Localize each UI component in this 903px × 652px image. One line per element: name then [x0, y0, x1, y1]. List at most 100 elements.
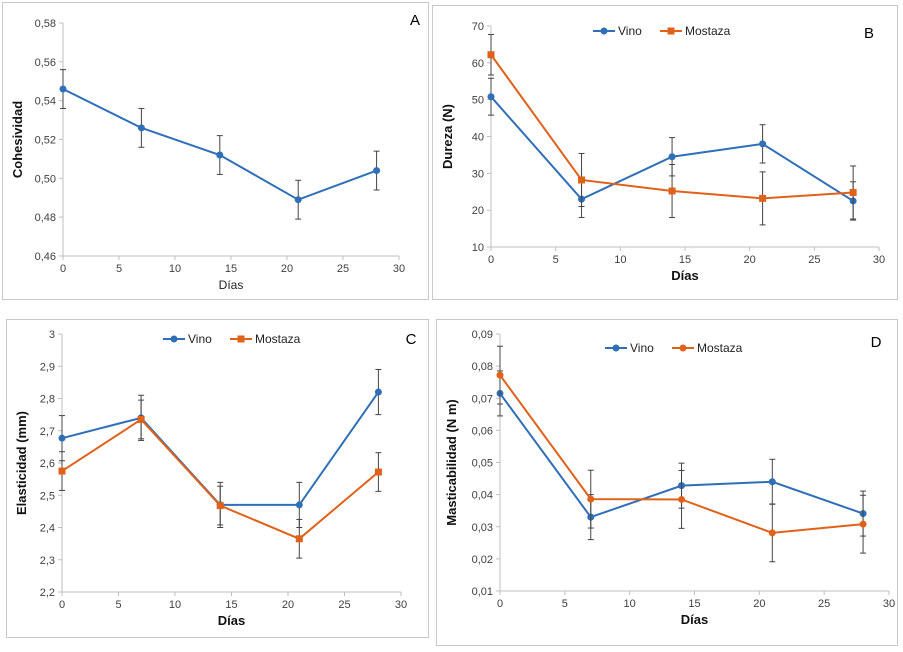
- x-tick-label: 10: [169, 599, 181, 611]
- data-point-mostaza: [768, 529, 776, 537]
- x-axis-title: Días: [218, 613, 245, 628]
- x-tick-label: 10: [624, 598, 636, 610]
- y-tick-label: 0,08: [472, 361, 493, 373]
- x-tick-label: 0: [497, 598, 503, 610]
- chart-panel-b: 10 20 30 40 50 60 70 0 5 10 15 20 25 30 Días Dureza (N)…: [432, 5, 898, 300]
- legend-marker: [600, 27, 608, 35]
- x-tick-label: 20: [282, 599, 294, 611]
- y-tick-label: 2,9: [40, 361, 55, 373]
- data-point-vino: [487, 93, 495, 101]
- legend-label: Mostaza: [697, 341, 743, 355]
- data-point-mostaza: [859, 520, 867, 528]
- x-tick-label: 30: [883, 598, 895, 610]
- x-tick-label: 25: [338, 599, 350, 611]
- legend-item-vino: Vino: [593, 24, 642, 38]
- legend-item-vino: Vino: [605, 341, 654, 355]
- x-tick-label: 5: [553, 254, 559, 266]
- data-point-series: [137, 124, 145, 132]
- chart-panel-c: 2,2 2,3 2,4 2,5 2,6 2,7 2,8 2,9 3 0 5 10 15 20 25 30 Día…: [6, 319, 429, 638]
- y-tick-label: 0,48: [35, 212, 56, 224]
- legend-marker: [612, 344, 620, 352]
- x-tick-label: 5: [115, 599, 121, 611]
- y-tick-label: 60: [472, 58, 484, 70]
- data-point-mostaza: [678, 495, 686, 503]
- x-tick-label: 30: [393, 263, 405, 275]
- x-tick-label: 25: [808, 254, 820, 266]
- y-tick-label: 0,50: [35, 173, 56, 185]
- x-axis-title: Días: [671, 268, 698, 283]
- y-tick-label: 0,52: [35, 135, 56, 147]
- y-axis-title: Elasticidad (mm): [14, 411, 29, 515]
- x-tick-label: 5: [116, 263, 122, 275]
- data-point-mostaza: [496, 371, 504, 379]
- y-tick-label: 0,54: [35, 96, 56, 108]
- data-point-mostaza: [759, 194, 767, 202]
- y-tick-label: 70: [472, 21, 484, 33]
- chart-d-svg: 0,01 0,02 0,03 0,04 0,05 0,06 0,07 0,08 0,09 0 5 10…: [444, 329, 895, 627]
- x-tick-label: 25: [818, 598, 830, 610]
- y-axis-title: Masticabilidad (N m): [444, 399, 459, 525]
- x-tick-label: 20: [753, 598, 765, 610]
- data-point-series: [59, 85, 67, 93]
- data-point-mostaza: [578, 176, 586, 184]
- legend-marker: [170, 335, 178, 343]
- legend-marker: [237, 335, 245, 343]
- x-tick-label: 15: [225, 599, 237, 611]
- x-tick-label: 25: [337, 263, 349, 275]
- data-point-mostaza: [58, 467, 66, 475]
- x-tick-label: 0: [488, 254, 494, 266]
- y-tick-label: 40: [472, 132, 484, 144]
- data-point-vino: [768, 478, 776, 486]
- y-tick-label: 0,09: [472, 329, 493, 341]
- x-tick-label: 0: [59, 599, 65, 611]
- x-tick-label: 30: [873, 254, 885, 266]
- data-point-mostaza: [587, 495, 595, 503]
- legend-label: Vino: [618, 24, 642, 38]
- legend-label: Mostaza: [255, 332, 301, 346]
- y-tick-label: 0,05: [472, 458, 493, 470]
- data-point-mostaza: [295, 535, 303, 543]
- y-tick-label: 2,3: [40, 555, 55, 567]
- data-point-series: [216, 151, 224, 159]
- data-point-mostaza: [137, 415, 145, 423]
- y-tick-label: 30: [472, 168, 484, 180]
- y-tick-label: 0,06: [472, 425, 493, 437]
- y-tick-label: 2,6: [40, 458, 55, 470]
- x-tick-label: 0: [60, 263, 66, 275]
- data-point-mostaza: [216, 502, 224, 510]
- data-point-series: [373, 167, 381, 175]
- panel-label: C: [406, 331, 417, 348]
- legend-marker: [667, 27, 675, 35]
- data-point-vino: [58, 434, 66, 442]
- y-tick-label: 50: [472, 95, 484, 107]
- x-tick-label: 5: [562, 598, 568, 610]
- x-axis-title: Días: [219, 278, 244, 292]
- x-tick-label: 20: [744, 254, 756, 266]
- y-tick-label: 2,8: [40, 394, 55, 406]
- panel-label: D: [871, 334, 882, 351]
- x-tick-label: 10: [169, 263, 181, 275]
- y-tick-label: 2,7: [40, 426, 55, 438]
- x-tick-label: 15: [679, 254, 691, 266]
- y-tick-label: 20: [472, 205, 484, 217]
- y-tick-label: 2,2: [40, 587, 55, 599]
- y-tick-label: 3: [49, 329, 55, 341]
- y-tick-label: 10: [472, 242, 484, 254]
- x-tick-label: 15: [225, 263, 237, 275]
- y-axis-title: Cohesividad: [10, 101, 25, 178]
- y-tick-label: 0,07: [472, 393, 493, 405]
- data-point-vino: [668, 153, 676, 161]
- chart-panel-d: 0,01 0,02 0,03 0,04 0,05 0,06 0,07 0,08 0,09 0 5 10…: [436, 319, 898, 646]
- y-tick-label: 2,5: [40, 490, 55, 502]
- legend-item-mostaza: Mostaza: [660, 24, 731, 38]
- legend-marker: [679, 344, 687, 352]
- legend-item-vino: Vino: [163, 332, 212, 346]
- data-point-vino: [295, 501, 303, 509]
- data-point-mostaza: [487, 51, 495, 59]
- x-tick-label: 15: [688, 598, 700, 610]
- y-tick-label: 2,4: [40, 523, 55, 535]
- data-point-vino: [759, 140, 767, 148]
- y-tick-label: 0,56: [35, 57, 56, 69]
- data-point-mostaza: [374, 468, 382, 476]
- legend-label: Mostaza: [685, 24, 731, 38]
